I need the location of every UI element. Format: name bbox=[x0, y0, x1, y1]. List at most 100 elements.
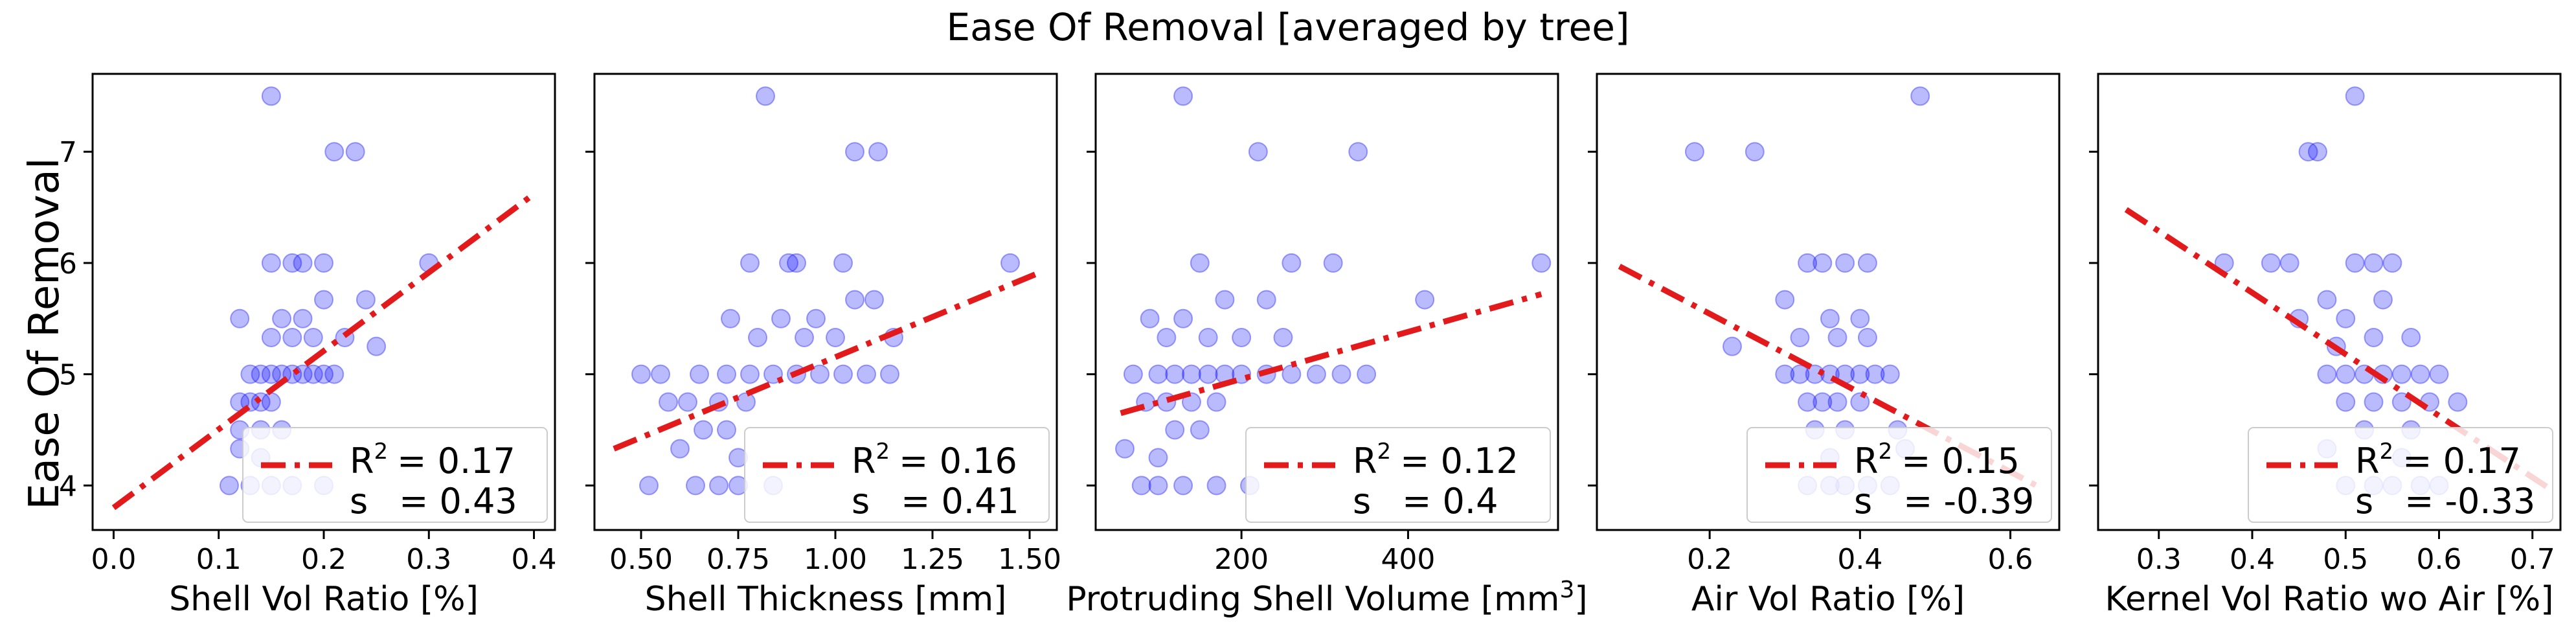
scatter-point bbox=[1857, 253, 1877, 273]
scatter-point bbox=[795, 327, 814, 347]
scatter-point bbox=[1198, 364, 1218, 384]
legend: R2 = 0.17s = 0.43 bbox=[242, 427, 548, 523]
scatter-point bbox=[1684, 142, 1704, 162]
scatter-point bbox=[845, 142, 864, 162]
scatter-point bbox=[1282, 364, 1302, 384]
scatter-point bbox=[1282, 253, 1302, 273]
y-tick-label: 5 bbox=[59, 359, 77, 392]
x-tick-label: 0.3 bbox=[2136, 543, 2182, 576]
scatter-point bbox=[251, 364, 271, 384]
legend-r2-text: R2 = 0.17 bbox=[2355, 439, 2521, 481]
scatter-point bbox=[1813, 392, 1833, 412]
scatter-point bbox=[694, 420, 713, 440]
scatter-point bbox=[717, 364, 736, 384]
legend-r2-text: R2 = 0.12 bbox=[1353, 439, 1519, 481]
x-tick-label: 0.4 bbox=[2230, 543, 2275, 576]
scatter-point bbox=[826, 327, 845, 347]
scatter-point bbox=[721, 308, 740, 328]
scatter-point bbox=[282, 253, 302, 273]
y-tick-label: 7 bbox=[59, 136, 77, 169]
scatter-point bbox=[2345, 86, 2365, 106]
scatter-point bbox=[639, 476, 659, 496]
x-tick-label: 1.25 bbox=[901, 543, 964, 576]
scatter-point bbox=[1173, 308, 1193, 328]
scatter-point bbox=[1165, 420, 1185, 440]
legend: R2 = 0.16s = 0.41 bbox=[744, 427, 1050, 523]
scatter-point bbox=[1850, 308, 1870, 328]
scatter-point bbox=[2261, 253, 2281, 273]
scatter-point bbox=[1273, 327, 1293, 347]
scatter-point bbox=[1131, 476, 1151, 496]
x-tick-label: 0.5 bbox=[2323, 543, 2368, 576]
scatter-point bbox=[1415, 290, 1435, 310]
scatter-point bbox=[1000, 253, 1020, 273]
scatter-point bbox=[1248, 142, 1268, 162]
legend-s-text: s = -0.39 bbox=[1854, 481, 2034, 522]
scatter-point bbox=[736, 392, 756, 412]
scatter-point bbox=[1190, 420, 1210, 440]
x-tick-label: 1.00 bbox=[804, 543, 867, 576]
scatter-point bbox=[1123, 364, 1143, 384]
axes-frame bbox=[2097, 73, 2562, 531]
scatter-point bbox=[709, 476, 729, 496]
scatter-point bbox=[1813, 253, 1833, 273]
legend-r2-text: R2 = 0.16 bbox=[852, 439, 1017, 481]
scatter-point bbox=[1775, 364, 1795, 384]
scatter-point bbox=[261, 327, 281, 347]
legend-frame bbox=[1245, 427, 1551, 523]
scatter-point bbox=[1722, 336, 1742, 356]
scatter-point bbox=[1148, 448, 1168, 468]
y-tick-label: 4 bbox=[59, 470, 77, 503]
scatter-point bbox=[1331, 364, 1351, 384]
scatter-point bbox=[1148, 476, 1168, 496]
legend-s-text: s = 0.4 bbox=[1353, 481, 1498, 522]
scatter-point bbox=[2317, 290, 2337, 310]
scatter-point bbox=[1835, 253, 1855, 273]
scatter-point bbox=[293, 308, 313, 328]
scatter-point bbox=[1190, 253, 1210, 273]
scatter-point bbox=[282, 327, 302, 347]
scatter-point bbox=[230, 308, 250, 328]
scatter-point bbox=[1148, 364, 1168, 384]
x-tick-label: 0.3 bbox=[406, 543, 451, 576]
scatter-point bbox=[2336, 392, 2356, 412]
x-tick-label: 0.2 bbox=[1687, 543, 1732, 576]
scatter-point bbox=[345, 142, 365, 162]
scatter-point bbox=[2364, 253, 2384, 273]
fit-line bbox=[111, 191, 536, 511]
scatter-point bbox=[314, 253, 333, 273]
scatter-point bbox=[2391, 364, 2412, 384]
scatter-point bbox=[740, 364, 760, 384]
scatter-point bbox=[324, 142, 345, 162]
scatter-point bbox=[1140, 308, 1160, 328]
scatter-point bbox=[1798, 253, 1818, 273]
subplot-5: R2 = 0.17s = -0.33 0.3 0.4 0.5 0.6 0.7 Kernel Vo… bbox=[2089, 73, 2562, 619]
scatter-point bbox=[1306, 364, 1326, 384]
scatter-point bbox=[1820, 308, 1840, 328]
legend: R2 = 0.17s = -0.33 bbox=[2248, 427, 2553, 523]
legend-s-text: s = -0.33 bbox=[2355, 481, 2535, 522]
scatter-point bbox=[2336, 364, 2356, 384]
scatter-point bbox=[2298, 142, 2318, 162]
scatter-point bbox=[303, 327, 323, 347]
scatter-point bbox=[2279, 253, 2299, 273]
scatter-point bbox=[1357, 364, 1377, 384]
scatter-point bbox=[1857, 327, 1877, 347]
scatter-point bbox=[690, 364, 709, 384]
x-tick-label: 0.7 bbox=[2510, 543, 2555, 576]
scatter-point bbox=[833, 364, 853, 384]
scatter-point bbox=[2410, 364, 2430, 384]
axes-frame bbox=[593, 73, 1058, 531]
scatter-point bbox=[1215, 290, 1235, 310]
scatter-point bbox=[678, 392, 697, 412]
scatter-point bbox=[717, 420, 736, 440]
scatter-point bbox=[1865, 364, 1885, 384]
scatter-point bbox=[303, 364, 323, 384]
scatter-point bbox=[2401, 327, 2421, 347]
legend-frame bbox=[242, 427, 548, 523]
scatter-point bbox=[1790, 364, 1810, 384]
scatter-point bbox=[880, 364, 899, 384]
scatter-point bbox=[1348, 142, 1368, 162]
